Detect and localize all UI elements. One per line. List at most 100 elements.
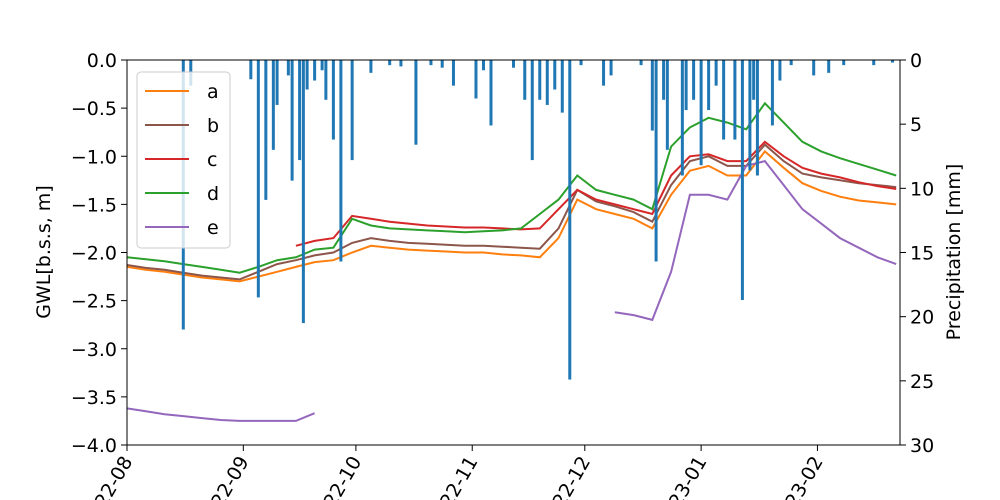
- x-tick-label: 2023-02: [769, 453, 828, 500]
- series-line: [127, 143, 897, 281]
- precip-bar: [339, 60, 343, 262]
- precip-bar: [523, 60, 527, 100]
- precip-bar: [654, 60, 658, 262]
- y-axis-label: GWL[b.s.s, m]: [33, 185, 55, 318]
- precip-bar: [602, 60, 606, 86]
- precip-bar: [350, 60, 354, 161]
- precip-bar: [474, 60, 478, 99]
- y-tick-label: 0.0: [87, 50, 117, 72]
- precip-bar: [752, 60, 756, 100]
- precip-bar: [511, 60, 516, 68]
- precip-bar: [324, 60, 328, 100]
- y2-tick-label: 10: [910, 178, 934, 200]
- precip-bar: [579, 60, 583, 66]
- y2-tick-label: 0: [910, 50, 922, 72]
- precip-bar: [650, 60, 654, 131]
- legend-label: a: [207, 81, 219, 103]
- y-tick-label: −3.0: [71, 339, 117, 361]
- precip-bar: [481, 60, 485, 71]
- precip-bar: [440, 60, 444, 68]
- precip-bar: [680, 60, 684, 176]
- y2-tick-label: 20: [910, 307, 934, 329]
- y-tick-label: −2.5: [71, 291, 117, 313]
- precip-bar: [639, 60, 643, 66]
- precip-bar: [256, 60, 260, 298]
- precip-bar: [827, 60, 831, 73]
- precip-bar: [275, 60, 279, 105]
- precip-bar: [388, 60, 392, 66]
- legend-label: c: [207, 149, 217, 171]
- precip-bar: [313, 60, 317, 81]
- legend-label: d: [207, 183, 219, 205]
- precip-bar: [301, 60, 305, 324]
- precip-bar: [264, 60, 268, 200]
- precip-bar: [545, 60, 549, 105]
- precip-bar: [812, 60, 816, 76]
- precip-bar: [722, 60, 726, 140]
- precip-bar: [748, 60, 752, 171]
- precip-bar: [872, 60, 876, 66]
- y-tick-label: −1.5: [71, 194, 117, 216]
- precip-bar: [665, 60, 669, 150]
- x-tick-label: 2022-10: [307, 453, 366, 500]
- precip-bar: [399, 60, 403, 67]
- y-tick-label: −3.5: [71, 387, 117, 409]
- precip-bar: [451, 60, 455, 86]
- precip-bar: [684, 60, 688, 111]
- precip-bar: [286, 60, 290, 76]
- x-tick-label: 2022-09: [195, 453, 254, 500]
- precip-bar: [331, 60, 335, 140]
- series-line: [127, 101, 897, 274]
- y-tick-label: −1.0: [71, 146, 117, 168]
- precip-bar: [662, 60, 666, 100]
- precip-bar: [789, 60, 793, 66]
- x-tick-label: 2023-01: [653, 453, 712, 500]
- series-line: [127, 159, 897, 422]
- x-tick-label: 2022-12: [536, 453, 595, 500]
- precip-bar: [249, 60, 253, 80]
- precip-bar: [699, 60, 703, 166]
- precip-bar: [714, 60, 718, 86]
- precip-bar: [755, 60, 759, 176]
- x-tick-label: 2022-08: [79, 453, 138, 500]
- series-line: [127, 149, 897, 283]
- legend-label: e: [207, 217, 219, 239]
- precip-bar: [770, 60, 774, 126]
- precip-bar: [568, 60, 572, 380]
- precip-bar: [290, 60, 294, 181]
- x-tick-label: 2022-11: [424, 452, 483, 500]
- precip-bar: [609, 60, 613, 76]
- y2-tick-label: 5: [910, 114, 922, 136]
- legend-label: b: [207, 115, 219, 137]
- precip-bar: [740, 60, 744, 300]
- precip-bar: [538, 60, 542, 100]
- y-tick-label: −4.0: [71, 435, 117, 457]
- precip-bar: [530, 60, 534, 161]
- precip-bar: [429, 60, 433, 66]
- precip-bar: [842, 60, 846, 66]
- precip-bar: [271, 60, 275, 150]
- y2-tick-label: 25: [910, 371, 934, 393]
- precip-bar: [778, 60, 782, 81]
- y2-tick-label: 30: [910, 435, 934, 457]
- precip-bar: [305, 60, 309, 90]
- precip-bar: [369, 60, 373, 73]
- precip-bar: [553, 60, 557, 90]
- precip-bar: [414, 60, 418, 145]
- y2-tick-label: 15: [910, 243, 934, 265]
- plot-frame: [126, 59, 901, 446]
- series-line: [295, 140, 897, 247]
- precip-bar: [707, 60, 711, 111]
- precip-bar: [733, 60, 737, 140]
- precip-bar: [890, 60, 894, 63]
- precip-bar: [560, 60, 564, 113]
- y-tick-label: −2.0: [71, 243, 117, 265]
- y2-axis-label: Precipitation [mm]: [943, 164, 965, 341]
- precip-bar: [489, 60, 493, 126]
- precip-bar: [692, 60, 696, 100]
- precip-bar: [320, 60, 324, 71]
- y-tick-label: −0.5: [71, 98, 117, 120]
- precip-bar: [298, 60, 302, 161]
